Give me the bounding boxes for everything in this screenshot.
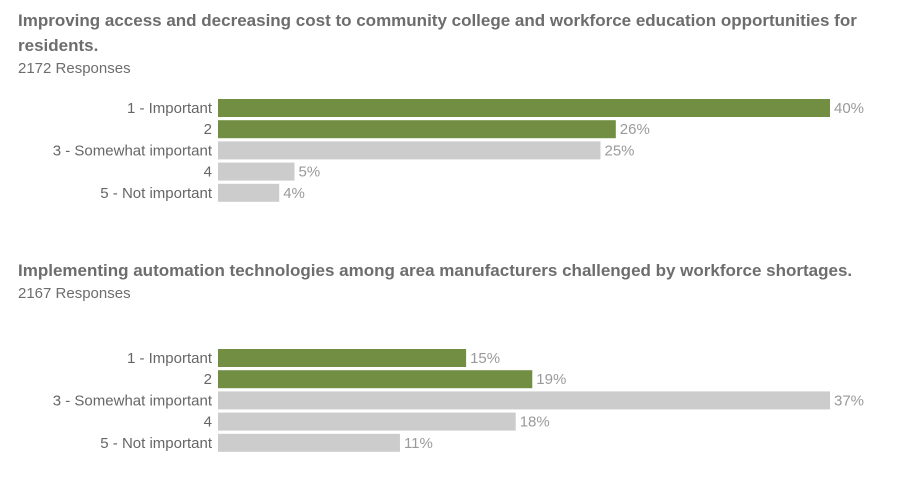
value-label: 18% — [520, 414, 550, 431]
value-label: 40% — [834, 100, 864, 117]
category-label: 1 - Important — [127, 100, 213, 117]
question-2-title: Implementing automation technologies amo… — [18, 261, 853, 280]
question-2-chart-svg: 1 - Important 15% 2 19% 3 - Somewhat importa… — [53, 349, 864, 452]
value-label: 25% — [605, 142, 635, 159]
question-1-chart-svg: 1 - Important 40% 2 26% 3 - Somewhat importa… — [53, 99, 864, 202]
question-2: Implementing automation technologies amo… — [18, 258, 898, 304]
bar — [218, 349, 467, 367]
question-2-response-count: 2167 Responses — [18, 285, 131, 302]
bar — [218, 391, 830, 410]
value-label: 15% — [470, 350, 500, 367]
bar — [218, 162, 295, 181]
category-label: 3 - Somewhat important — [53, 392, 213, 409]
category-label: 4 — [204, 164, 212, 181]
bar — [218, 99, 830, 117]
category-label: 1 - Important — [127, 350, 213, 367]
category-label: 2 — [204, 371, 212, 388]
category-label: 2 — [204, 121, 212, 138]
bar — [218, 412, 516, 431]
value-label: 37% — [834, 392, 864, 409]
question-2-chart: 1 - Important 15% 2 19% 3 - Somewhat importa… — [0, 346, 904, 476]
value-label: 5% — [299, 164, 321, 181]
bar — [218, 120, 616, 139]
value-label: 19% — [536, 371, 566, 388]
value-label: 26% — [620, 121, 650, 138]
value-label: 11% — [404, 435, 433, 452]
category-label: 5 - Not important — [100, 185, 213, 202]
question-1-response-count: 2172 Responses — [18, 60, 131, 77]
question-1-chart: 1 - Important 40% 2 26% 3 - Somewhat importa… — [0, 96, 904, 226]
bar — [218, 141, 601, 160]
question-1-title: Improving access and decreasing cost to … — [18, 11, 857, 55]
category-label: 4 — [204, 414, 212, 431]
bar — [218, 433, 400, 452]
category-label: 3 - Somewhat important — [53, 142, 213, 159]
category-label: 5 - Not important — [100, 435, 213, 452]
question-1: Improving access and decreasing cost to … — [18, 8, 898, 79]
value-label: 4% — [283, 185, 305, 202]
bar — [218, 183, 280, 202]
bar — [218, 370, 533, 389]
